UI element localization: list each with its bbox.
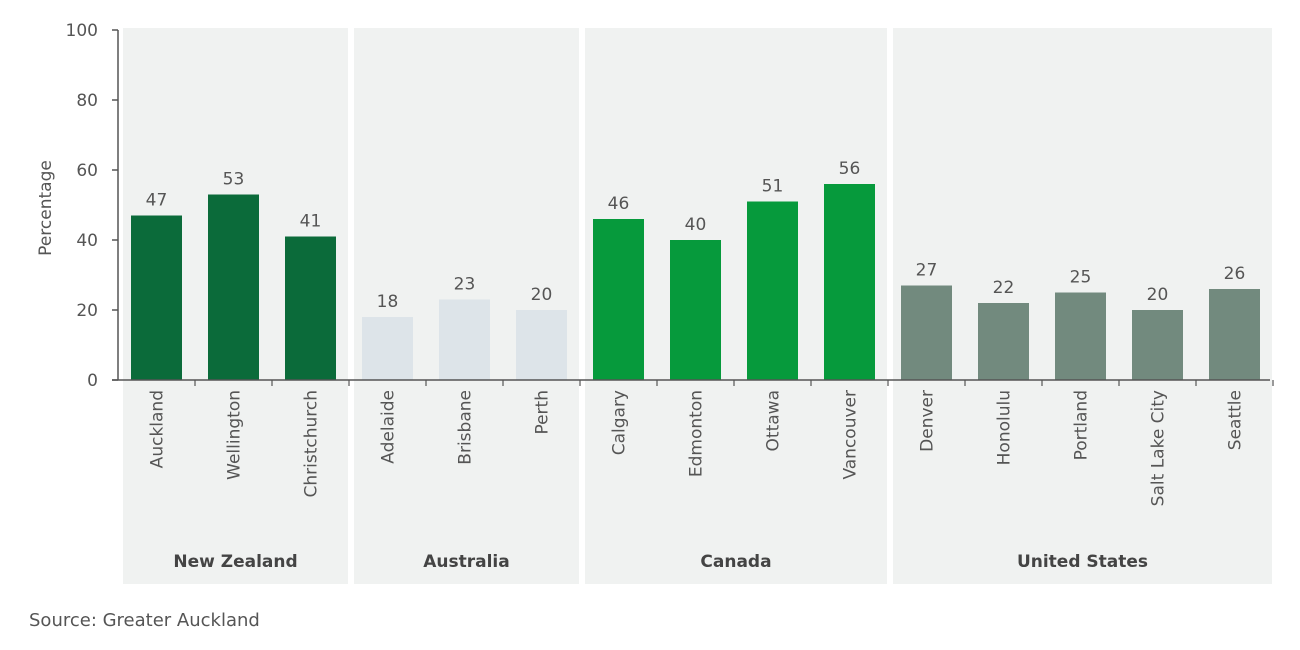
value-label: 40 (685, 215, 707, 235)
y-tick-label: 40 (76, 231, 98, 251)
bar (824, 184, 875, 380)
group-label: United States (1017, 552, 1148, 572)
y-tick-label: 100 (66, 21, 98, 41)
value-label: 47 (146, 191, 168, 211)
bar (285, 236, 336, 380)
bar (1209, 289, 1260, 380)
value-label: 22 (993, 278, 1015, 298)
bar (593, 219, 644, 380)
bar (901, 285, 952, 380)
x-tick-label: Ottawa (764, 390, 784, 451)
group-labels: New Zealand Australia Canada United States (173, 552, 1148, 572)
x-tick-label: Seattle (1226, 390, 1246, 450)
y-ticks: 0 20 40 60 80 100 (66, 21, 118, 391)
value-label: 26 (1224, 264, 1246, 284)
y-tick-label: 0 (87, 371, 98, 391)
group-label: Australia (423, 552, 510, 572)
x-tick-label: Calgary (610, 390, 630, 455)
x-tick-label: Brisbane (456, 390, 476, 465)
bar (439, 299, 490, 380)
y-tick-label: 80 (76, 91, 98, 111)
y-tick-label: 20 (76, 301, 98, 321)
bar (1132, 310, 1183, 380)
x-tick-label: Auckland (148, 390, 168, 468)
value-label: 18 (377, 292, 399, 312)
x-tick-label: Portland (1072, 390, 1092, 460)
axes (112, 30, 1274, 386)
value-label: 27 (916, 261, 938, 281)
value-label: 51 (762, 177, 784, 197)
value-label: 41 (300, 212, 322, 232)
bar-chart: 0 20 40 60 80 100 Percentage Auckland Wellingt… (36, 21, 1274, 584)
bar (516, 310, 567, 380)
bar (208, 194, 259, 380)
value-label: 23 (454, 275, 476, 295)
x-tick-label: Christchurch (302, 390, 322, 498)
value-label: 25 (1070, 268, 1092, 288)
bars (131, 184, 1260, 380)
value-label: 46 (608, 194, 630, 214)
group-label: New Zealand (173, 552, 297, 572)
bar (1055, 292, 1106, 380)
x-tick-label: Adelaide (379, 390, 399, 464)
bar (131, 215, 182, 380)
x-tick-label: Perth (533, 390, 553, 435)
y-tick-label: 60 (76, 161, 98, 181)
x-tick-label: Wellington (225, 390, 245, 480)
value-label: 56 (839, 159, 861, 179)
bar (670, 240, 721, 380)
value-label: 20 (1147, 285, 1169, 305)
value-label: 53 (223, 170, 245, 190)
group-label: Canada (700, 552, 771, 572)
bar (747, 201, 798, 380)
x-tick-label: Honolulu (995, 390, 1015, 465)
y-axis-label: Percentage (36, 160, 56, 256)
x-tick-label: Denver (918, 390, 938, 452)
bar (978, 303, 1029, 380)
x-tick-label: Vancouver (841, 390, 861, 480)
value-label: 20 (531, 285, 553, 305)
x-ticks: Auckland Wellington Christchurch Adelaide Br… (148, 390, 1246, 506)
value-labels: 47 53 41 18 23 20 46 40 51 56 27 22 25 20 26 (146, 159, 1246, 312)
bar (362, 317, 413, 380)
x-tick-label: Edmonton (687, 390, 707, 477)
source-note: Source: Greater Auckland (29, 610, 260, 631)
x-tick-label: Salt Lake City (1149, 390, 1169, 506)
